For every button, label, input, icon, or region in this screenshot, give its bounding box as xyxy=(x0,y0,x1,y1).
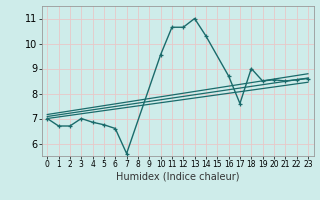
X-axis label: Humidex (Indice chaleur): Humidex (Indice chaleur) xyxy=(116,172,239,182)
